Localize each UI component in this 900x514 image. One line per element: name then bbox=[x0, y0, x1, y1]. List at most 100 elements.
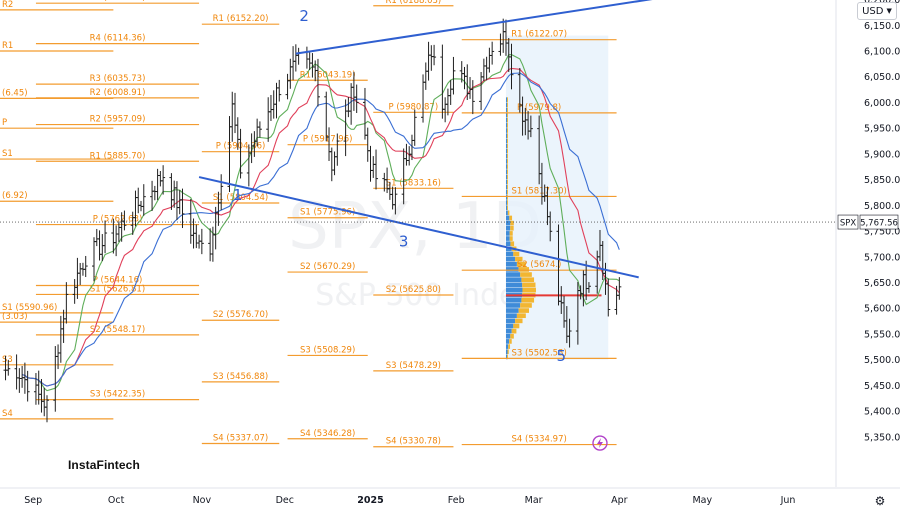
flash-icon-ring bbox=[592, 435, 608, 451]
volume-profile-bar bbox=[520, 303, 532, 308]
volume-profile-bar bbox=[505, 107, 508, 113]
volume-profile-bar bbox=[507, 200, 508, 205]
y-tick-label: 5,900.00 bbox=[864, 149, 900, 160]
volume-profile-bar bbox=[505, 328, 512, 334]
price-tag-value: 5,767.56 bbox=[860, 219, 898, 229]
pivot-level-label: R1 (6188.03) bbox=[385, 0, 441, 6]
volume-profile-bar bbox=[505, 159, 508, 164]
volume-profile-bar bbox=[505, 349, 508, 355]
volume-profile-bar bbox=[509, 236, 513, 241]
volume-profile-bar bbox=[507, 195, 508, 200]
volume-profile-bar bbox=[508, 344, 511, 349]
volume-profile-bar bbox=[505, 256, 516, 262]
pivot-level-label: R1 (6043.19) bbox=[300, 70, 356, 80]
y-tick-label: 5,450.00 bbox=[864, 381, 900, 392]
volume-profile-bar bbox=[507, 123, 508, 128]
y-tick-label: 5,400.00 bbox=[864, 407, 900, 418]
volume-profile-bar bbox=[505, 174, 508, 180]
volume-profile-bar bbox=[511, 328, 517, 334]
pivot-level-label: S1 (5833.16) bbox=[386, 178, 441, 188]
volume-profile-bar bbox=[505, 277, 522, 283]
pivot-level-label: R2 bbox=[2, 0, 13, 10]
pivot-level-label: S4 (5330.78) bbox=[386, 437, 441, 447]
volume-profile-bar bbox=[507, 174, 508, 180]
wave-labels: 12345 bbox=[233, 7, 567, 365]
x-tick-label: Sep bbox=[24, 495, 42, 506]
gear-icon[interactable]: ⚙ bbox=[874, 494, 886, 508]
volume-profile-bar bbox=[507, 107, 508, 113]
volume-profile-bar bbox=[507, 354, 508, 360]
time-axis[interactable]: Sep Oct Nov Dec 2025 Feb Mar Apr May Jun bbox=[24, 495, 795, 506]
y-tick-label: 5,600.00 bbox=[864, 304, 900, 315]
pivot-level-label: R1 (6122.07) bbox=[511, 30, 567, 40]
volume-profile-bar bbox=[516, 261, 526, 267]
volume-profile-bar bbox=[505, 333, 511, 339]
trendlines[interactable] bbox=[198, 0, 733, 279]
volume-profile-bar bbox=[505, 112, 508, 118]
pivot-level-label: S3 (5508.29) bbox=[300, 345, 355, 355]
pivot-level-label: R5 (6192.99) bbox=[90, 0, 146, 3]
volume-profile-bar bbox=[507, 148, 508, 154]
x-tick-label: Dec bbox=[276, 495, 294, 506]
wave-label: 5 bbox=[557, 347, 567, 365]
volume-profile-bar bbox=[505, 195, 508, 200]
flash-icon-bolt bbox=[596, 438, 603, 449]
price-tag: SPX 5,767.56 bbox=[837, 214, 899, 230]
volume-profile-bar bbox=[507, 210, 510, 216]
x-tick-label: Jun bbox=[780, 495, 796, 506]
volume-profile-bar bbox=[510, 220, 514, 226]
pivot-level-label: S4 bbox=[2, 409, 13, 419]
volume-profile-bar bbox=[507, 205, 508, 211]
volume-profile-bar bbox=[522, 287, 536, 293]
volume-profile-bar bbox=[505, 164, 508, 169]
pivot-level-label: R2 (5957.09) bbox=[90, 115, 146, 125]
volume-profile-bar bbox=[507, 189, 508, 195]
wave-label: 1 bbox=[233, 186, 243, 204]
pivot-level-label: P (5917.96) bbox=[303, 135, 353, 145]
pivot-level-label: S1 (5775.96) bbox=[300, 208, 355, 218]
pivot-level-label: (6.92) bbox=[2, 191, 28, 201]
currency-selector[interactable]: USD ▼ bbox=[857, 2, 897, 20]
pivot-level-label: R3 (6035.73) bbox=[90, 74, 146, 84]
y-tick-label: 5,550.00 bbox=[864, 329, 900, 340]
flash-icon[interactable] bbox=[592, 435, 608, 451]
y-tick-label: 5,700.00 bbox=[864, 252, 900, 263]
volume-profile-bar bbox=[518, 267, 530, 272]
volume-profile-bar bbox=[516, 313, 526, 319]
volume-profile-bar bbox=[510, 241, 515, 247]
volume-profile-bar bbox=[507, 102, 508, 108]
volume-profile-bar bbox=[505, 153, 508, 159]
volume-profile-bar bbox=[509, 215, 513, 221]
pivot-level-label: P (5980.87) bbox=[389, 102, 439, 112]
pivot-level-label: R2 (6008.91) bbox=[90, 88, 146, 98]
volume-profile-bar bbox=[505, 210, 508, 216]
volume-profile-bar bbox=[507, 128, 508, 133]
volume-profile-bar bbox=[505, 215, 510, 221]
pivot-level-label: R1 (6152.20) bbox=[213, 14, 269, 24]
volume-profile-bar bbox=[505, 241, 511, 247]
pivot-level-label: S1 (5590.96) bbox=[2, 303, 57, 313]
volume-profile-bar bbox=[505, 344, 509, 349]
x-tick-label: Feb bbox=[448, 495, 465, 506]
y-tick-label: 5,350.00 bbox=[864, 432, 900, 443]
volume-profile-bar bbox=[505, 200, 508, 205]
currency-label: USD bbox=[862, 5, 884, 17]
y-tick-label: 5,750.00 bbox=[864, 227, 900, 238]
pivot-level-label: S3 (5502.53) bbox=[512, 348, 567, 358]
volume-profile-bar bbox=[507, 138, 508, 144]
x-tick-label: 2025 bbox=[357, 495, 383, 506]
trendline-lower bbox=[198, 176, 639, 279]
pivot-level-label: P (5762.63) bbox=[93, 215, 143, 225]
volume-profile-bar bbox=[505, 354, 508, 360]
volume-profile-bar bbox=[521, 297, 535, 303]
volume-profile-bar bbox=[505, 313, 517, 319]
volume-profile-bar bbox=[505, 220, 511, 226]
volume-profile-bar bbox=[507, 153, 508, 159]
wave-label: 2 bbox=[299, 7, 309, 25]
volume-profile-bar bbox=[505, 189, 508, 195]
volume-profile-bar bbox=[522, 282, 536, 288]
pivot-level-label: P bbox=[2, 118, 7, 128]
volume-profile bbox=[505, 35, 609, 360]
